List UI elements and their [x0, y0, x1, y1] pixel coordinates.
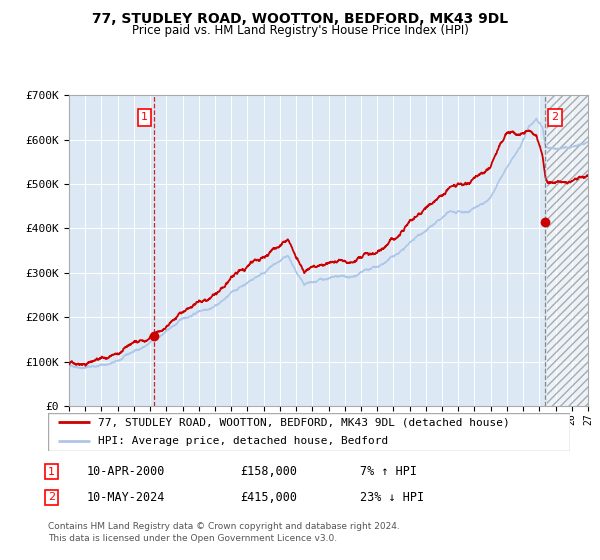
Text: HPI: Average price, detached house, Bedford: HPI: Average price, detached house, Bedf…	[98, 436, 388, 446]
Text: 1: 1	[48, 466, 55, 477]
Text: 10-APR-2000: 10-APR-2000	[87, 465, 166, 478]
Bar	[547, 95, 588, 406]
Text: Price paid vs. HM Land Registry's House Price Index (HPI): Price paid vs. HM Land Registry's House …	[131, 24, 469, 36]
Text: £415,000: £415,000	[240, 491, 297, 504]
FancyBboxPatch shape	[48, 413, 570, 451]
Text: 23% ↓ HPI: 23% ↓ HPI	[360, 491, 424, 504]
Text: Contains HM Land Registry data © Crown copyright and database right 2024.
This d: Contains HM Land Registry data © Crown c…	[48, 522, 400, 543]
Text: 10-MAY-2024: 10-MAY-2024	[87, 491, 166, 504]
Bar	[547, 95, 588, 406]
Text: 1: 1	[141, 113, 148, 123]
Text: £158,000: £158,000	[240, 465, 297, 478]
Text: 2: 2	[48, 492, 55, 502]
Text: 77, STUDLEY ROAD, WOOTTON, BEDFORD, MK43 9DL (detached house): 77, STUDLEY ROAD, WOOTTON, BEDFORD, MK43…	[98, 417, 509, 427]
Text: 77, STUDLEY ROAD, WOOTTON, BEDFORD, MK43 9DL: 77, STUDLEY ROAD, WOOTTON, BEDFORD, MK43…	[92, 12, 508, 26]
Text: 2: 2	[551, 113, 559, 123]
Text: 7% ↑ HPI: 7% ↑ HPI	[360, 465, 417, 478]
